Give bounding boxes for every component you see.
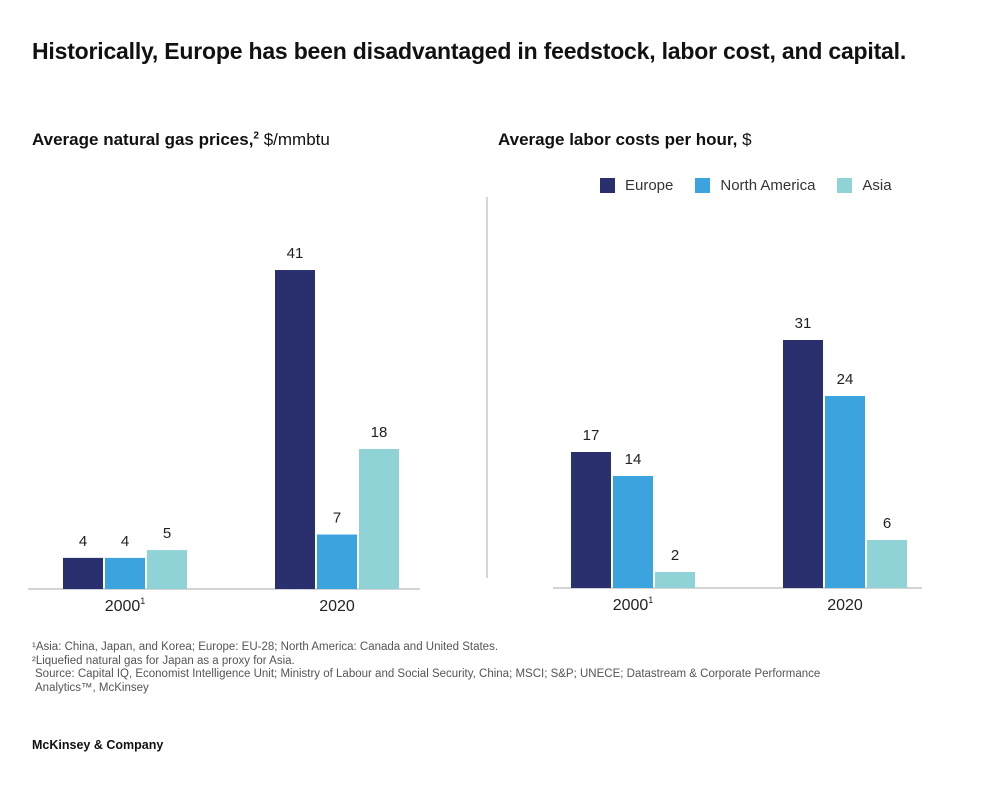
left-chart-unit: $/mmbtu xyxy=(263,130,330,149)
right-bar-asia-2000 xyxy=(655,572,695,588)
brand-logo-text: McKinsey & Company xyxy=(32,738,164,752)
left-data-label-asia-2000: 5 xyxy=(163,525,171,542)
right-chart-title-text: Average labor costs per hour, xyxy=(498,130,738,149)
right-x-tick-label-2020: 2020 xyxy=(827,597,863,614)
right-bar-north-america-2000 xyxy=(613,476,653,588)
left-bar-europe-2000 xyxy=(63,557,103,589)
left-x-tick-label-2020: 2020 xyxy=(319,598,355,615)
right-data-label-north-america-2000: 14 xyxy=(625,451,642,468)
legend-label-europe: Europe xyxy=(625,177,674,194)
right-data-label-asia-2000: 2 xyxy=(671,547,679,564)
legend-swatch-north-america xyxy=(695,178,711,193)
footnotes: ¹Asia: China, Japan, and Korea; Europe: … xyxy=(32,641,820,695)
legend-swatch-europe xyxy=(600,178,615,193)
right-data-label-europe-2000: 17 xyxy=(583,427,600,444)
legend-item-europe: Europe xyxy=(600,177,673,194)
left-bar-north-america-2020 xyxy=(317,534,357,589)
right-chart-subtitle: Average labor costs per hour, $ xyxy=(498,130,752,150)
source-line-1: Source: Capital IQ, Economist Intelligen… xyxy=(35,668,821,680)
footnote-1: ¹Asia: China, Japan, and Korea; Europe: … xyxy=(32,641,499,653)
legend-label-north-america: North America xyxy=(720,177,816,194)
right-data-label-europe-2020: 31 xyxy=(795,315,812,332)
left-chart-title-sup: 2 xyxy=(253,130,259,142)
left-data-label-north-america-2000: 4 xyxy=(121,533,129,550)
right-data-label-north-america-2020: 24 xyxy=(837,371,854,388)
right-bar-europe-2020 xyxy=(783,340,823,588)
left-data-label-north-america-2020: 7 xyxy=(333,510,341,527)
left-x-tick-label-2000: 20001 xyxy=(105,596,146,615)
legend-item-north-america: North America xyxy=(695,177,815,194)
left-bar-europe-2020 xyxy=(275,270,315,589)
right-data-label-asia-2020: 6 xyxy=(883,515,891,532)
legend: Europe North America Asia xyxy=(600,177,914,194)
footnote-2: ²Liquefied natural gas for Japan as a pr… xyxy=(32,654,295,667)
right-chart: 17 14 2 20001 31 24 6 2020 xyxy=(553,315,922,614)
left-x-tick-sup-2000: 1 xyxy=(140,596,145,606)
left-bar-asia-2020 xyxy=(359,448,399,589)
legend-label-asia: Asia xyxy=(862,177,892,194)
right-x-tick-sup-2000: 1 xyxy=(648,595,653,605)
chart-title: Historically, Europe has been disadvanta… xyxy=(32,38,907,64)
right-bar-north-america-2020 xyxy=(825,396,865,588)
left-data-label-europe-2020: 41 xyxy=(287,245,304,262)
right-x-tick-label-2000: 20001 xyxy=(613,595,654,614)
right-bar-asia-2020 xyxy=(867,540,907,588)
left-chart-subtitle: Average natural gas prices,2 $/mmbtu xyxy=(32,130,330,150)
source-line-2: Analytics™, McKinsey xyxy=(35,681,149,694)
legend-swatch-asia xyxy=(837,178,853,193)
right-chart-unit: $ xyxy=(742,130,752,149)
left-data-label-europe-2000: 4 xyxy=(79,533,87,550)
left-chart-title-text: Average natural gas prices, xyxy=(32,130,254,149)
legend-item-asia: Asia xyxy=(837,177,892,194)
left-chart: 4 4 5 20001 41 7 18 2020 xyxy=(28,245,420,615)
left-data-label-asia-2020: 18 xyxy=(371,424,388,441)
left-bar-north-america-2000 xyxy=(105,557,145,589)
left-bar-asia-2000 xyxy=(147,550,187,589)
right-bar-europe-2000 xyxy=(571,452,611,588)
